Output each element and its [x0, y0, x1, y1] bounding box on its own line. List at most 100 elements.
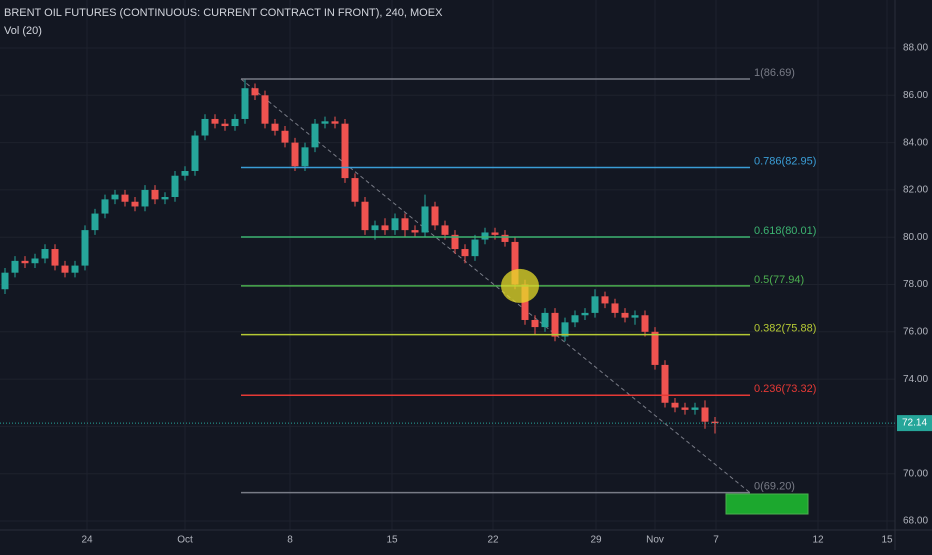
candle-body [451, 234, 459, 250]
candle-body [51, 249, 59, 266]
candle-body [441, 225, 449, 235]
candle-body [41, 249, 49, 259]
candle-body [681, 407, 689, 410]
candle-body [61, 265, 69, 273]
last-price-box [897, 415, 932, 432]
candle-body [151, 189, 159, 200]
candle-body [581, 312, 589, 316]
candle-body [541, 312, 549, 328]
candle-body [131, 201, 139, 207]
candle-body [641, 315, 649, 332]
y-tick-label: 78.00 [903, 279, 928, 290]
fib-label: 0.786(82.95) [754, 155, 816, 167]
candle-body [701, 407, 709, 422]
candle-body [241, 88, 249, 119]
fib-label: 0.236(73.32) [754, 383, 816, 395]
candle-body [171, 175, 179, 198]
candle-body [501, 234, 509, 242]
candle-body [671, 402, 679, 408]
x-tick-label: 12 [812, 535, 824, 546]
y-tick-label: 68.00 [903, 516, 928, 527]
candle-body [211, 118, 219, 124]
candle-body [551, 312, 559, 337]
y-tick-label: 76.00 [903, 326, 928, 337]
x-tick-label: 7 [713, 535, 719, 546]
y-tick-label: 84.00 [903, 137, 928, 148]
candle-body [221, 123, 229, 127]
candle-body [91, 213, 99, 231]
candle-body [201, 118, 209, 136]
chart-title: BRENT OIL FUTURES (CONTINUOUS: CURRENT C… [4, 7, 443, 19]
fib-label: 0.382(75.88) [754, 323, 816, 335]
fib-label: 1(86.69) [754, 67, 795, 79]
candle-body [181, 170, 189, 176]
candle-body [561, 322, 569, 337]
candle-body [421, 206, 429, 233]
candle-body [11, 260, 19, 273]
candle-body [431, 206, 439, 226]
x-tick-label: 24 [81, 535, 93, 546]
candle-body [391, 218, 399, 231]
candle-body [351, 178, 359, 202]
candle-body [651, 331, 659, 365]
y-tick-label: 74.00 [903, 374, 928, 385]
candle-body [161, 197, 169, 200]
candle-body [611, 303, 619, 313]
candle-body [711, 421, 719, 424]
candle-body [1, 272, 9, 290]
candle-body [271, 123, 279, 131]
candle-body [191, 135, 199, 171]
candle-body [281, 130, 289, 143]
x-tick-label: 15 [386, 535, 398, 546]
candle-body [101, 199, 109, 214]
x-tick-label: Oct [177, 535, 193, 546]
candle-body [341, 123, 349, 179]
y-tick-label: 70.00 [903, 468, 928, 479]
chart-subtitle: Vol (20) [4, 25, 42, 37]
candle-body [111, 194, 119, 200]
candle-body [71, 265, 79, 273]
x-tick-label: 8 [287, 535, 293, 546]
candle-body [31, 258, 39, 264]
candle-body [371, 225, 379, 231]
candle-body [21, 260, 29, 264]
x-tick-label: Nov [646, 535, 664, 546]
y-tick-label: 86.00 [903, 90, 928, 101]
candle-body [481, 232, 489, 240]
candle-body [121, 194, 129, 202]
x-tick-label: 29 [590, 535, 602, 546]
candle-body [631, 315, 639, 318]
candle-body [291, 142, 299, 167]
y-tick-label: 82.00 [903, 185, 928, 196]
y-tick-label: 80.00 [903, 232, 928, 243]
candle-body [471, 239, 479, 257]
candle-body [491, 232, 499, 235]
fib-label: 0(69.20) [754, 481, 795, 493]
candle-body [261, 95, 269, 124]
candle-body [621, 312, 629, 318]
candle-body [321, 121, 329, 124]
candle-body [361, 201, 369, 231]
candle-body [411, 230, 419, 233]
fib-label: 0.618(80.01) [754, 225, 816, 237]
candle-body [571, 315, 579, 323]
candle-body [531, 319, 539, 328]
candle-body [601, 296, 609, 304]
candle-body [661, 364, 669, 403]
candle-body [401, 218, 409, 231]
last-price-label: 72.14 [902, 418, 927, 429]
candle-body [311, 123, 319, 148]
candle-body [331, 121, 339, 124]
candle-body [461, 249, 469, 257]
trend-line [240, 78, 751, 494]
candle-body [251, 88, 259, 96]
target-box [725, 493, 809, 515]
x-tick-label: 15 [881, 535, 893, 546]
candle-body [81, 230, 89, 266]
candle-body [301, 147, 309, 167]
fib-label: 0.5(77.94) [754, 274, 804, 286]
candle-body [231, 118, 239, 127]
candle-body [691, 407, 699, 410]
y-tick-label: 88.00 [903, 43, 928, 54]
